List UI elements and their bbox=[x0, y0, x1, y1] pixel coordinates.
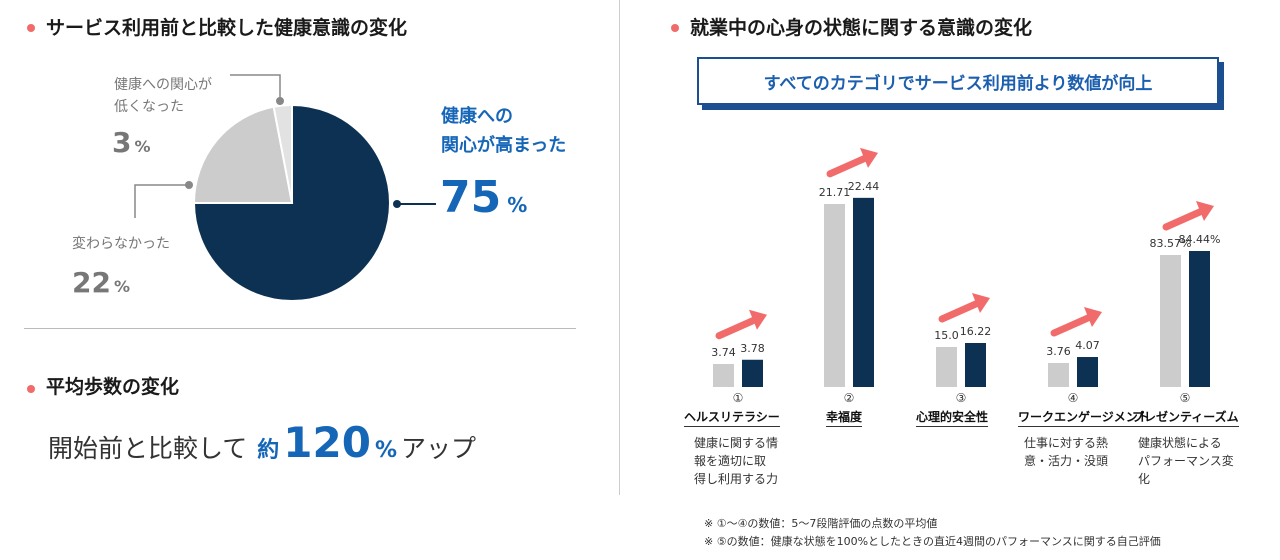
bar-work-engagement-before bbox=[1048, 363, 1069, 387]
bar-label-health-literacy-after: 3.78 bbox=[740, 342, 765, 355]
category-name-happiness: 幸福度 bbox=[826, 408, 863, 427]
up-arrow-icon bbox=[1162, 201, 1214, 231]
category-number: ④ bbox=[1067, 391, 1079, 405]
bar-psych-safety-before bbox=[936, 347, 957, 387]
bar-happiness-before bbox=[824, 204, 845, 387]
category-name-presenteeism: プレゼンティーズム bbox=[1132, 408, 1239, 427]
divider-line bbox=[24, 328, 576, 329]
bar-presenteeism-before bbox=[1160, 255, 1181, 387]
bar-label-work-engagement-after: 4.07 bbox=[1075, 339, 1100, 352]
up-arrow-icon bbox=[715, 309, 767, 340]
bar-health-literacy-after bbox=[742, 359, 763, 387]
bar-label-happiness-after: 22.44 bbox=[848, 180, 880, 193]
up-arrow-icon bbox=[1050, 307, 1102, 337]
pie-slice-increased bbox=[192, 103, 391, 302]
pie-value-decreased: 3% bbox=[112, 126, 151, 159]
pie-slices bbox=[192, 103, 391, 302]
leader-dot-unchanged bbox=[185, 181, 193, 189]
pie-slice-decreased bbox=[272, 103, 293, 204]
pie-label-decreased-line2: 低くなった bbox=[114, 99, 184, 115]
pie-value-unchanged: 22% bbox=[72, 266, 130, 299]
category-name-health-literacy: ヘルスリテラシー bbox=[684, 408, 780, 427]
bar-psych-safety-after bbox=[965, 343, 986, 387]
category-number: ① bbox=[732, 391, 744, 405]
footnote-2: ※ ⑤の数値：健康な状態を100%としたときの直近4週間のパフォーマンスに関する… bbox=[704, 535, 1161, 548]
pie-value-increased: 75% bbox=[440, 172, 528, 223]
bar-work-engagement-after bbox=[1077, 357, 1098, 387]
pie-label-unchanged: 変わらなかった bbox=[72, 236, 170, 252]
bar-label-health-literacy-before: 3.74 bbox=[711, 346, 736, 359]
up-arrow-icon bbox=[826, 147, 878, 178]
bar-label-psych-safety-before: 15.0 bbox=[934, 329, 959, 342]
steps-change-text: 開始前と比較して 約120% アップ bbox=[48, 418, 477, 467]
pie-label-decreased-line1: 健康への関心が bbox=[114, 77, 212, 93]
leader-dot-increased bbox=[393, 200, 401, 208]
bar-health-literacy-before bbox=[713, 364, 734, 387]
pie-label-increased-line2: 関心が高まった bbox=[441, 135, 567, 156]
bar-happiness-after bbox=[853, 197, 874, 387]
leader-line-decreased bbox=[230, 74, 281, 100]
bar-label-happiness-before: 21.71 bbox=[819, 186, 851, 199]
section-title-health-awareness: サービス利用前と比較した健康意識の変化 bbox=[46, 17, 408, 39]
bar-label-work-engagement-before: 3.76 bbox=[1046, 345, 1071, 358]
category-number: ⑤ bbox=[1179, 391, 1191, 405]
category-name-work-engagement: ワークエンゲージメント bbox=[1018, 408, 1150, 427]
bar-label-psych-safety-after: 16.22 bbox=[960, 325, 992, 338]
leader-dot-decreased bbox=[276, 97, 284, 105]
pie-chart bbox=[134, 74, 436, 302]
section-bullet-dot bbox=[671, 24, 679, 32]
bar-label-presenteeism-after: 84.44% bbox=[1179, 233, 1221, 246]
summary-banner: すべてのカテゴリでサービス利用前より数値が向上 bbox=[697, 57, 1219, 105]
up-arrow-icon bbox=[938, 293, 990, 323]
bar-label-presenteeism-before: 83.57% bbox=[1150, 237, 1192, 250]
category-number: ② bbox=[843, 391, 855, 405]
section-bullet-dot bbox=[27, 385, 35, 393]
category-desc-work-engagement: 仕事に対する熱 意・活力・没頭 bbox=[1024, 436, 1109, 468]
section-title-work-state: 就業中の心身の状態に関する意識の変化 bbox=[690, 17, 1033, 39]
category-name-psychological-safety: 心理的安全性 bbox=[916, 408, 989, 427]
bar-presenteeism-after bbox=[1189, 251, 1210, 387]
footnote-1: ※ ①～④の数値：5～7段階評価の点数の平均値 bbox=[704, 517, 938, 530]
pie-label-increased-line1: 健康への bbox=[441, 106, 513, 127]
leader-line-unchanged bbox=[134, 184, 188, 218]
category-desc-health-literacy: 健康に関する情 報を適切に取 得し利用する力 bbox=[694, 436, 779, 486]
section-title-steps: 平均歩数の変化 bbox=[46, 376, 180, 398]
pie-slice-unchanged bbox=[192, 105, 294, 204]
panel-divider bbox=[619, 0, 620, 495]
category-desc-presenteeism: 健康状態による パフォーマンス変 化 bbox=[1138, 436, 1234, 486]
category-number: ③ bbox=[955, 391, 967, 405]
section-bullet-dot bbox=[27, 24, 35, 32]
